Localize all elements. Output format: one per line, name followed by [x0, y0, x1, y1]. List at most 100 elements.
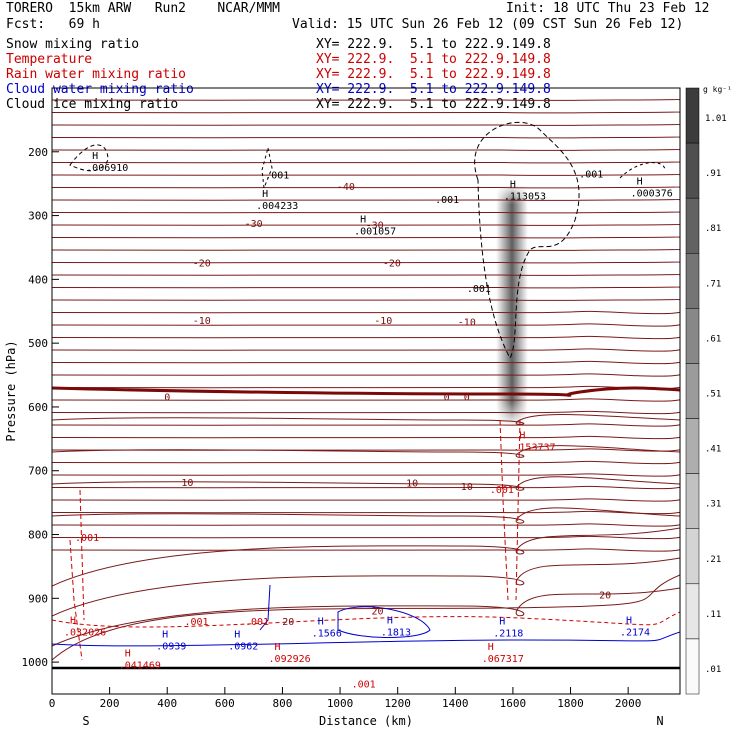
snow-contour-label: .001: [467, 284, 491, 295]
rain-max-marker: H: [70, 615, 76, 626]
cloud-water-max-value: .0939: [156, 641, 186, 652]
isotherm-label: 10: [461, 482, 473, 493]
isotherm-line: [52, 527, 680, 587]
isotherm-line: [52, 507, 680, 524]
isotherm-line: [52, 373, 680, 377]
field-xy-cloud-water: XY= 222.9. 5.1 to 222.9.149.8: [316, 82, 551, 97]
isotherm-line: [52, 249, 680, 251]
cloud-water-max-marker: H: [162, 629, 168, 640]
x-axis-title: Distance (km): [319, 714, 413, 728]
rain-max-marker: H: [488, 642, 494, 653]
snow-max-marker: H: [360, 215, 366, 226]
isotherm-line: [52, 435, 680, 440]
colorbar-segment: [685, 583, 700, 640]
colorbar-tick-label: .31: [705, 500, 721, 510]
rain-contour: [69, 489, 85, 661]
isotherm-line: [52, 310, 680, 315]
y-tick-label: 400: [28, 273, 48, 286]
cloud-water-max-value: .0962: [228, 641, 258, 652]
colorbar-segment: [685, 87, 700, 144]
isotherm-line: [52, 261, 680, 264]
field-name-temperature: Temperature: [6, 52, 93, 67]
isotherm-line: [52, 485, 680, 490]
rain-contour: [52, 611, 680, 628]
isotherm-zero-line: [52, 386, 680, 397]
x-tick-label: 800: [273, 697, 293, 710]
isotherm-line: [52, 161, 680, 164]
snow-max-marker: H: [92, 151, 98, 162]
colorbar-tick-label: .01: [705, 665, 721, 675]
isotherm-label: 0: [164, 393, 170, 404]
isotherm-line: [52, 99, 680, 101]
colorbar: 1.01 .91 .81 .71 .61 .51 .41 .31 .21 .11 .01 g kg⁻¹: [685, 85, 732, 695]
isotherm-line: [52, 136, 680, 139]
colorbar-segment: [685, 418, 700, 474]
cloud-ice-contour: [69, 144, 109, 172]
header-init-time: Init: 18 UTC Thu 23 Feb 12: [506, 1, 710, 16]
rain-contour-label: .001: [185, 617, 209, 628]
contour-labels: -40 -30 -30 -20 -20 -10 -10 -10 0 0 0 10 10 10 20 20 20 H…: [64, 151, 673, 691]
snow-max-value: .001057: [354, 227, 396, 238]
y-tick-label: 300: [28, 210, 48, 223]
cloud-water-contour: [259, 584, 431, 638]
cloud-water-max-value: .1813: [381, 627, 411, 638]
snow-max-marker: H: [510, 180, 516, 191]
isotherm-line: [52, 385, 680, 390]
isotherm-line: [52, 211, 680, 214]
field-name-snow: Snow mixing ratio: [6, 37, 140, 52]
isotherm-line: [52, 423, 680, 427]
snow-max-value: .006910: [86, 163, 128, 174]
colorbar-segment: [685, 363, 700, 419]
x-tick-label: 1400: [442, 697, 469, 710]
isotherm-line: [52, 174, 680, 176]
colorbar-units: g kg⁻¹: [703, 85, 732, 94]
y-tick-label: 600: [28, 401, 48, 414]
colorbar-tick-label: .51: [705, 390, 721, 400]
colorbar-segment: [685, 142, 700, 199]
isotherm-line: [52, 460, 680, 465]
isotherm-line: [52, 445, 680, 458]
isotherm-line: [52, 510, 680, 515]
cloud-water-max-marker: H: [626, 615, 632, 626]
colorbar-tick-label: 1.01: [705, 114, 727, 124]
snow-contour-label: .001: [265, 171, 289, 182]
isotherm-label: -40: [337, 182, 355, 193]
rain-max-marker: H: [125, 648, 131, 659]
isotherm-line: [52, 124, 680, 126]
y-axis-title: Pressure (hPa): [4, 340, 18, 441]
isotherm-line: [52, 414, 680, 425]
north-label: N: [656, 714, 663, 728]
isotherm-label: 0: [464, 393, 470, 404]
rain-max-value: .067317: [482, 654, 524, 665]
header-model-info: TORERO 15km ARW Run2 NCAR/MMM: [6, 1, 280, 16]
colorbar-segment: [685, 638, 700, 695]
colorbar-segment: [685, 197, 700, 254]
isotherm-lines: [52, 99, 680, 670]
snow-max-marker: H: [637, 176, 643, 187]
isotherm-line: [52, 574, 680, 661]
rain-max-value: .092926: [269, 654, 311, 665]
isotherm-line: [52, 557, 680, 617]
isotherm-label: -30: [245, 219, 263, 230]
y-tick-label: 500: [28, 337, 48, 350]
y-tick-label: 900: [28, 592, 48, 605]
y-tick-label: 800: [28, 529, 48, 542]
x-tick-label: 200: [100, 697, 120, 710]
isotherm-label: 0: [444, 393, 450, 404]
colorbar-tick-label: .41: [705, 445, 721, 455]
isotherm-line: [52, 186, 680, 189]
isotherm-line: [52, 236, 680, 239]
x-tick-label: 1200: [384, 697, 411, 710]
south-label: S: [82, 714, 89, 728]
isotherm-label: 20: [371, 606, 383, 617]
cloud-water-max-marker: H: [387, 615, 393, 626]
rain-max-marker: H: [275, 642, 281, 653]
y-tick-label: 700: [28, 465, 48, 478]
isotherm-line: [52, 348, 680, 352]
x-tick-label: 1000: [327, 697, 354, 710]
snow-contour-label: .001: [435, 195, 459, 206]
snow-max-value: .004233: [256, 201, 298, 212]
rain-contour-label: .001: [245, 617, 269, 628]
